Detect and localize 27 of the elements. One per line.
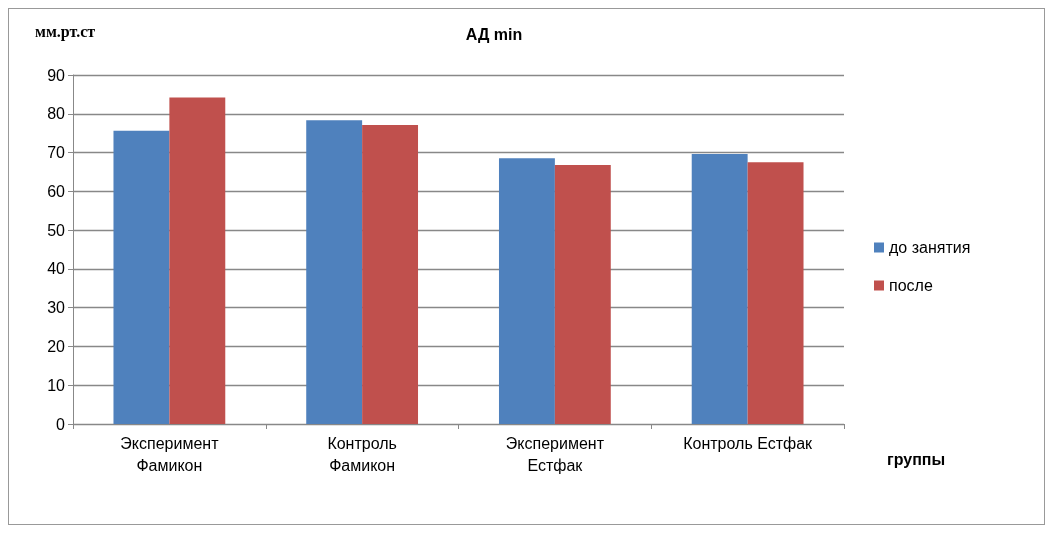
y-tick-label: 70 — [47, 144, 66, 162]
chart-title: АД min — [465, 25, 523, 43]
bar — [691, 154, 748, 424]
bar — [498, 158, 555, 424]
bar — [747, 162, 804, 424]
y-axis-title: мм.рт.ст — [35, 22, 96, 41]
y-tick-label: 60 — [47, 182, 66, 200]
bar — [362, 125, 419, 424]
y-tick-label: 40 — [47, 260, 66, 278]
legend-label: до занятия — [889, 239, 971, 256]
x-tick-label: Контроль Фамикон — [327, 434, 397, 474]
bar — [113, 130, 170, 424]
y-tick-label: 90 — [47, 66, 66, 84]
y-tick-label: 80 — [47, 105, 66, 123]
y-tick-label: 10 — [47, 376, 66, 394]
bar — [554, 164, 611, 424]
x-tick-label: Эксперимент Естфак — [505, 434, 605, 474]
y-tick-label: 30 — [47, 299, 66, 317]
bar — [306, 120, 363, 424]
legend-label: после — [889, 277, 933, 294]
y-tick-label: 0 — [56, 415, 66, 433]
x-tick-label: Эксперимент Фамикон — [120, 434, 220, 474]
x-axis-title: группы — [887, 450, 946, 468]
y-tick-label: 20 — [47, 337, 66, 355]
y-tick-label: 50 — [47, 221, 66, 239]
bar — [169, 97, 226, 424]
x-tick-label: Контроль Естфак — [683, 434, 814, 452]
